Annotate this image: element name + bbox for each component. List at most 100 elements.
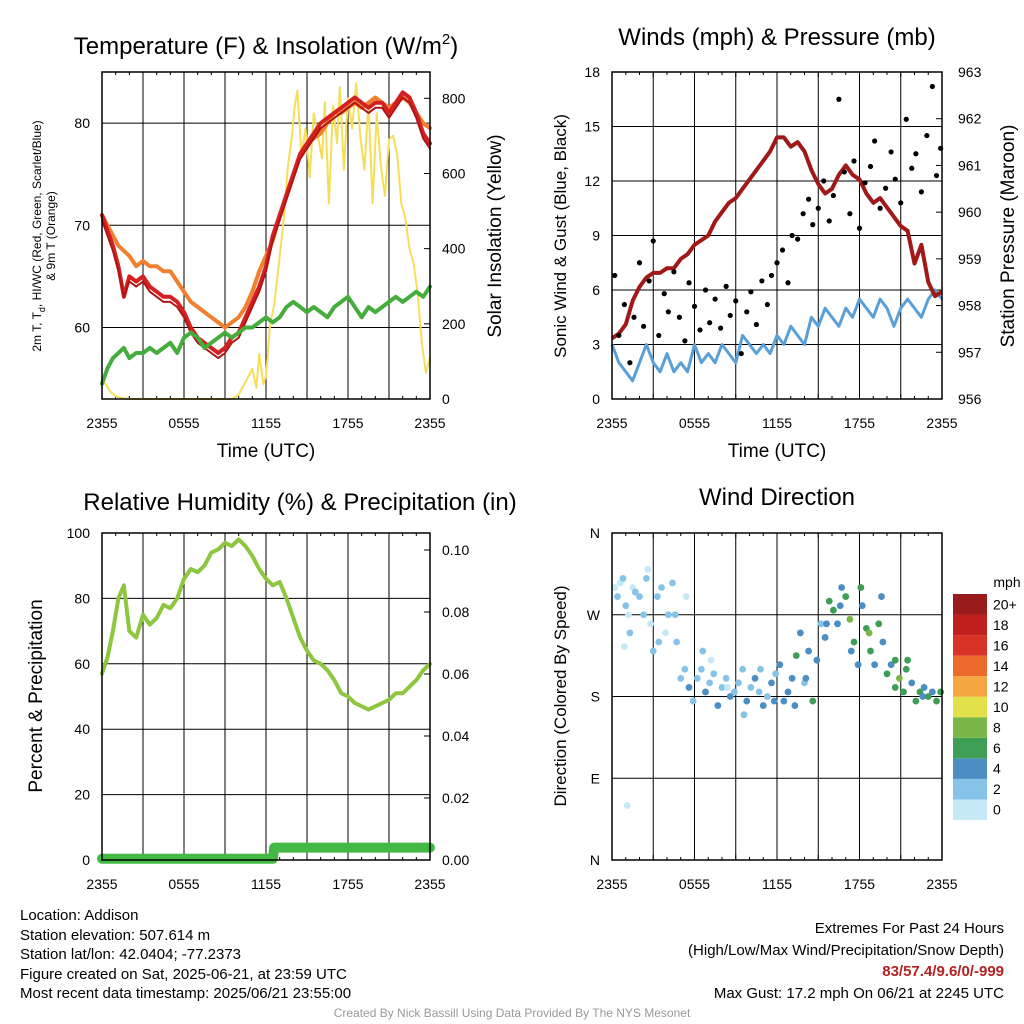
- temp9m-line: [100, 95, 432, 330]
- y-tick-label: 0: [592, 391, 600, 407]
- wind-dir-point: [757, 665, 764, 673]
- gust-point: [748, 289, 754, 295]
- wind-dir-point: [770, 697, 778, 705]
- y-tick-label: N: [590, 525, 600, 541]
- legend-swatch: [953, 799, 987, 820]
- x-tick-label: 0555: [679, 415, 710, 431]
- y-tick-label: 9: [592, 228, 600, 244]
- wind-dir-point: [802, 674, 810, 682]
- chart-title: Relative Humidity (%) & Precipitation (i…: [83, 489, 516, 516]
- y-tick-label: W: [587, 607, 601, 623]
- x-tick-label: 2355: [86, 876, 117, 892]
- wind-dir-point: [772, 670, 780, 678]
- y2-tick-label: 960: [958, 204, 982, 220]
- recent-timestamp: Most recent data timestamp: 2025/06/21 2…: [20, 985, 352, 1002]
- wind-dir-point: [847, 647, 855, 655]
- wind-dir-point: [722, 674, 730, 682]
- y-tick-label: 6: [592, 282, 600, 298]
- wind-dir-point: [924, 693, 932, 700]
- legend-level-label: 16: [993, 637, 1009, 653]
- gust-point: [656, 332, 662, 339]
- wind-dir-point: [739, 665, 747, 673]
- gust-point: [686, 280, 692, 286]
- wind-dir-point: [685, 684, 693, 691]
- wind-dir-point: [854, 661, 862, 669]
- wind-dir-point: [875, 620, 883, 628]
- y-axis-label: Percent & Precipitation: [26, 599, 47, 792]
- legend-swatch: [953, 635, 987, 656]
- wind-dir-point: [908, 679, 916, 687]
- wind-dir-point: [791, 702, 799, 709]
- wind-dir-point: [850, 638, 858, 646]
- gust-point: [800, 211, 806, 217]
- wind-dir-point: [842, 593, 850, 600]
- gust-point: [727, 312, 733, 319]
- wind-dir-point: [681, 665, 689, 673]
- gust-point: [697, 327, 703, 333]
- wind-dir-point: [718, 684, 726, 691]
- wind-dir-point: [920, 684, 928, 691]
- wind-dir-point: [768, 679, 775, 687]
- wind-dir-point: [825, 597, 833, 605]
- legend-level-label: 18: [993, 617, 1009, 633]
- y-tick-label: 3: [592, 337, 600, 353]
- legend-level-label: 10: [993, 699, 1009, 715]
- x-tick-label: 1155: [251, 415, 281, 431]
- rh-line: [100, 537, 432, 712]
- wind-dir-point: [823, 620, 830, 628]
- wind-dir-point: [735, 679, 742, 687]
- plot-border: [101, 532, 431, 861]
- wind-dir-point: [857, 584, 865, 591]
- legend-swatch: [953, 614, 987, 636]
- gust-point: [661, 291, 667, 297]
- y-tick-label: 80: [74, 590, 90, 606]
- x-axis-label: Time (UTC): [728, 441, 827, 462]
- y-tick-label: S: [591, 689, 600, 705]
- title-sup: 2: [442, 31, 450, 48]
- gust-point: [933, 172, 940, 179]
- x-tick-label: 1155: [251, 876, 281, 892]
- wind-dir-point: [784, 688, 792, 696]
- gust-point: [929, 83, 935, 90]
- wind-dir-point: [933, 697, 940, 705]
- legend-level-label: 0: [993, 802, 1001, 818]
- y-tick-label: 40: [74, 721, 90, 737]
- wind-dir-point: [655, 638, 663, 646]
- wind-dir-point: [693, 674, 701, 682]
- gust-point: [702, 287, 709, 293]
- gust-point: [877, 205, 883, 211]
- chart-title: Temperature (F) & Insolation (W/m2): [74, 31, 458, 60]
- wind-dir-point: [912, 697, 920, 705]
- x-tick-label: 1755: [844, 415, 875, 431]
- y2-tick-label: 0: [442, 391, 450, 407]
- gust-point: [821, 178, 827, 184]
- wind-dir-point: [809, 697, 817, 705]
- wind-dir-point: [838, 584, 846, 591]
- x-tick-label: 0555: [168, 876, 199, 892]
- legend-level-label: 4: [993, 761, 1001, 777]
- wind-dir-point: [919, 693, 927, 700]
- legend-swatch: [953, 696, 987, 718]
- legend-level-label: 8: [993, 720, 1001, 736]
- plot-border: [101, 71, 431, 400]
- x-tick-label: 2355: [414, 876, 445, 892]
- wind-dir-point: [755, 688, 763, 696]
- wind-dir-point: [710, 670, 718, 678]
- gust-point: [806, 196, 812, 202]
- title-main: Temperature (F) & Insolation (W/m: [74, 33, 442, 60]
- gust-point: [795, 236, 801, 242]
- gust-point: [913, 151, 919, 157]
- gust-point: [789, 232, 795, 239]
- gust-point: [830, 192, 836, 199]
- legend-level-label: 6: [993, 740, 1001, 756]
- wind-dir-point: [902, 665, 910, 673]
- gust-point: [909, 165, 915, 171]
- gust-point: [744, 309, 750, 315]
- gust-point: [903, 116, 909, 122]
- wind-dir-point: [669, 579, 676, 587]
- wind-dir-point: [699, 647, 707, 655]
- y2-tick-label: 0.06: [442, 666, 469, 682]
- wind-dir-point: [871, 661, 879, 669]
- wind-dir-point: [649, 647, 657, 655]
